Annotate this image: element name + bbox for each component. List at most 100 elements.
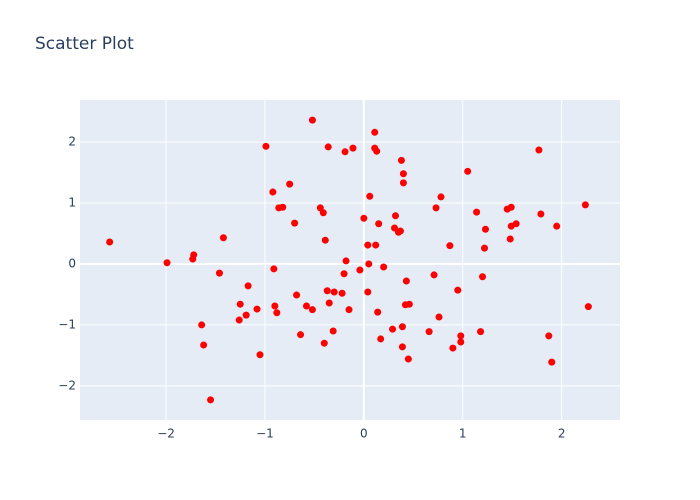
x-tick-label: 2 [558,427,566,441]
point [506,235,514,243]
point [481,225,489,233]
point [449,344,457,352]
point [405,300,413,308]
y-tick-label: 2 [68,135,76,149]
point [286,180,294,188]
point [380,263,388,271]
point [163,259,171,267]
point [389,325,397,333]
point [293,291,301,299]
point [330,288,338,296]
point [584,303,592,311]
plot-area [80,100,620,420]
point [512,220,520,228]
point [535,146,543,154]
point [308,116,316,124]
point [397,156,405,164]
point [477,328,485,336]
point [375,220,383,228]
point [349,144,357,152]
point [321,236,329,244]
point [273,309,281,317]
point [402,277,410,285]
x-tick-label: 1 [459,427,467,441]
point [235,316,243,324]
point [548,358,556,366]
point [297,331,305,339]
x-tick-label: 0 [360,427,368,441]
point [215,269,223,277]
point [106,238,114,246]
point [377,335,385,343]
point [404,355,412,363]
point [244,282,252,290]
point [324,143,332,151]
point [396,227,404,235]
point [270,265,278,273]
point [319,209,327,217]
point [340,270,348,278]
point [271,302,279,310]
x-tick-label: −1 [256,427,274,441]
point [320,339,328,347]
point [473,208,481,216]
point [545,332,553,340]
point [391,212,399,220]
point [236,300,244,308]
point [345,306,353,314]
point [372,241,380,249]
point [302,302,310,310]
point [457,332,465,340]
point [446,242,454,250]
point [481,244,489,252]
point [454,286,462,294]
point [190,251,198,259]
point [341,148,349,156]
point [365,260,373,268]
point [329,327,337,335]
point [399,170,407,178]
point [242,311,250,319]
point [256,351,264,359]
point [464,167,472,175]
point [198,321,206,329]
point [437,193,445,201]
point [308,306,316,314]
point [366,192,374,200]
point [581,201,589,209]
point [553,222,561,230]
chart-title: Scatter Plot [35,34,134,54]
point [360,214,368,222]
point [279,203,287,211]
point [435,313,443,321]
y-tick-label: 1 [68,196,76,210]
point [507,203,515,211]
point [364,288,372,296]
point [430,271,438,279]
point [325,299,333,307]
point [371,128,379,136]
y-tick-label: −1 [58,317,76,331]
point [364,241,372,249]
point [291,219,299,227]
point [219,234,227,242]
point [269,188,277,196]
point [342,257,350,265]
point [262,142,270,150]
point [338,289,346,297]
point [207,396,215,404]
point [374,308,382,316]
point [200,341,208,349]
point [432,204,440,212]
point [425,328,433,336]
point [373,147,381,155]
point [356,266,364,274]
point [398,323,406,331]
y-tick-label: 0 [68,256,76,270]
x-tick-label: −2 [157,427,175,441]
point [253,305,261,313]
point [399,179,407,187]
point [479,273,487,281]
point [457,338,465,346]
